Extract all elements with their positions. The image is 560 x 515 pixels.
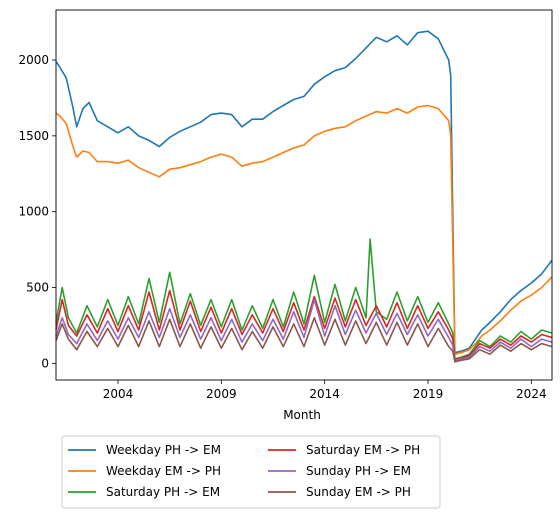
series-line-4	[55, 289, 553, 361]
x-axis-title: Month	[283, 408, 321, 422]
legend: Weekday PH -> EM Weekday EM -> PH Saturday…	[61, 435, 441, 509]
series-layer	[55, 30, 553, 363]
series-line-5	[55, 298, 553, 362]
plot-frame	[55, 9, 553, 381]
y-tick-label: 2000	[18, 53, 49, 67]
series-line-3	[55, 238, 553, 360]
y-tick-label: 500	[26, 281, 49, 295]
x-tick-label: 2004	[103, 387, 134, 401]
x-tick-label: 2014	[309, 387, 340, 401]
legend-label-5: Sunday PH -> EM	[306, 464, 411, 478]
x-axis: 2004 2009 2014 2019 2024	[103, 380, 547, 401]
y-tick-label: 1500	[18, 129, 49, 143]
legend-label-2: Weekday EM -> PH	[106, 464, 221, 478]
legend-label-4: Saturday EM -> PH	[306, 443, 420, 457]
y-axis: 0 500 1000 1500 2000	[18, 53, 56, 370]
x-tick-label: 2024	[516, 387, 547, 401]
series-line-6	[55, 317, 553, 363]
y-tick-label: 0	[41, 356, 49, 370]
series-line-2	[55, 104, 553, 355]
x-tick-label: 2009	[206, 387, 237, 401]
legend-box	[61, 435, 441, 509]
legend-label-1: Weekday PH -> EM	[106, 443, 221, 457]
legend-label-6: Sunday EM -> PH	[306, 485, 411, 499]
series-line-1	[55, 30, 553, 354]
x-tick-label: 2019	[413, 387, 444, 401]
legend-label-3: Saturday PH -> EM	[106, 485, 220, 499]
y-tick-label: 1000	[18, 205, 49, 219]
